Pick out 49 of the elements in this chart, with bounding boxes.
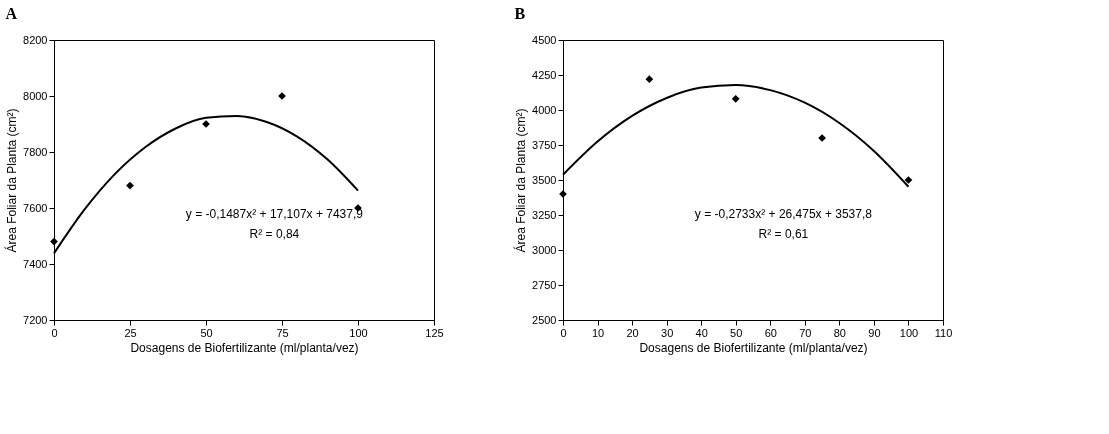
x-tick-label: 70 [799,326,812,339]
point [50,237,58,246]
chart-title: B [514,5,526,22]
x-tick-label: 50 [200,326,213,339]
y-tick-label: 3250 [532,208,557,221]
x-tick-label: 0 [51,326,58,339]
x-axis-title: Dosagens de Biofertilizante (ml/planta/vez) [639,340,868,355]
annotation: R² = 0,61 [758,226,809,241]
line-series [562,84,910,188]
x-tick-label: 30 [661,326,674,339]
x-tick-label: 10 [591,326,605,339]
y-tick-label: 3500 [532,173,557,186]
y-tick-label: 4000 [532,103,557,116]
x-tick-label: 75 [276,326,289,339]
annotation: y = -0,2733x² + 26,475x + 3537,8 [694,206,873,221]
point [126,181,134,190]
x-tick-label: 60 [764,326,777,339]
point [645,75,654,84]
y-tick-label: 3000 [532,243,557,256]
annotation: R² = 0,84 [249,226,300,241]
x-tick-label: 25 [124,326,137,339]
x-tick-label: 50 [730,326,743,339]
point [731,94,740,103]
x-tick-label: 100 [899,326,919,339]
y-tick-label: 4250 [532,68,557,81]
y-tick-label: 3750 [532,138,557,151]
x-tick-label: 0 [560,326,567,339]
y-tick-label: 4500 [532,33,557,46]
y-tick-label: 2750 [532,278,557,291]
x-tick-label: 125 [425,326,444,339]
x-axis-title: Dosagens de Biofertilizante (ml/planta/vez) [130,340,359,355]
y-tick-label: 7800 [23,145,48,158]
x-tick-label: 100 [349,326,368,339]
x-tick-label: 110 [934,326,953,339]
y-axis-title: Área Foliar da Planta (cm²) [513,108,529,253]
y-tick-label: 8200 [23,33,48,46]
annotation: y = -0,1487x² + 17,107x + 7437,9 [185,206,364,221]
x-tick-label: 40 [695,326,708,339]
chart-title: A [5,5,18,22]
y-tick-label: 2500 [532,313,557,326]
y-tick-label: 7200 [23,313,48,326]
point [904,176,913,184]
x-tick-label: 20 [626,326,639,339]
y-axis-title: Área Foliar da Planta (cm²) [4,108,20,253]
x-tick-label: 80 [833,326,846,339]
y-tick-label: 8000 [23,89,48,102]
y-tick-label: 7600 [23,201,48,214]
x-tick-label: 90 [868,326,881,339]
y-tick-label: 7400 [23,257,48,270]
